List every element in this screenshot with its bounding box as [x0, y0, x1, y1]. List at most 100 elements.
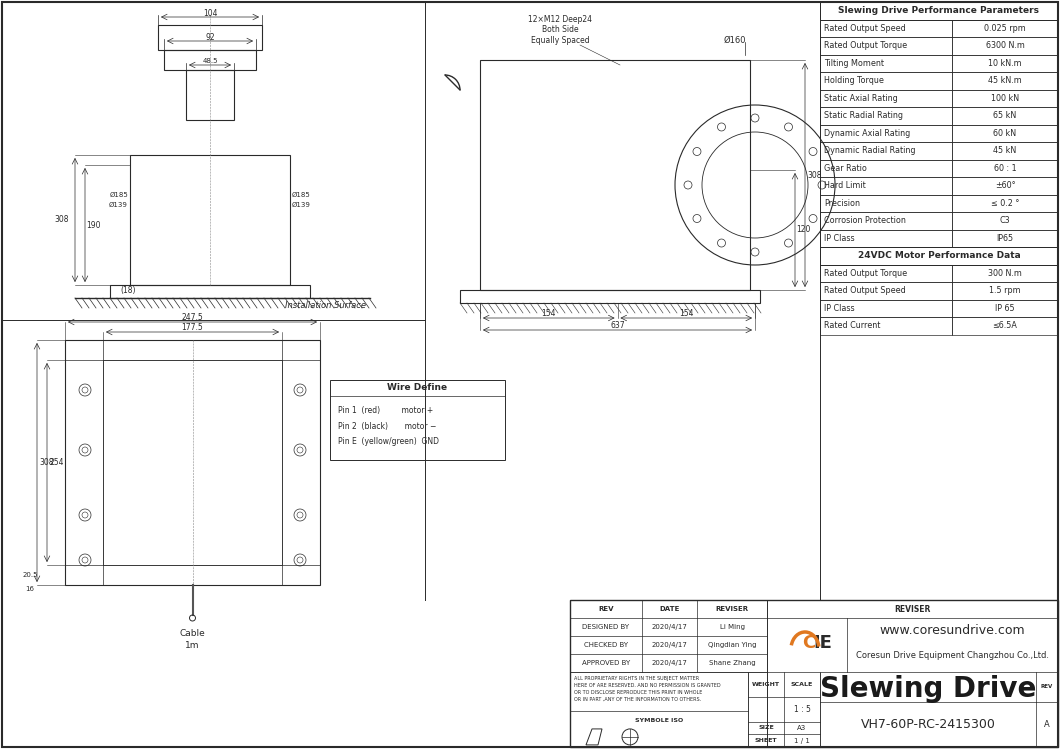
Text: 45 kN: 45 kN	[993, 146, 1017, 155]
Text: Static Radial Rating: Static Radial Rating	[824, 112, 903, 121]
Text: Ø185: Ø185	[109, 192, 128, 198]
Text: 2020/4/17: 2020/4/17	[652, 624, 688, 630]
Text: Li Ming: Li Ming	[720, 624, 744, 630]
Text: A: A	[1044, 720, 1049, 729]
Bar	[570, 600, 1058, 747]
Text: 1m: 1m	[186, 640, 199, 649]
Bar	[460, 290, 760, 303]
Bar	[164, 50, 257, 70]
Bar	[952, 300, 1058, 317]
Text: IP Class: IP Class	[824, 234, 854, 243]
Text: Ø139: Ø139	[292, 202, 311, 208]
Text: 1.5 rpm: 1.5 rpm	[989, 286, 1021, 295]
Text: 45 kN.m: 45 kN.m	[988, 76, 1022, 85]
Bar	[952, 282, 1058, 300]
Text: Rated Current: Rated Current	[824, 321, 881, 330]
Text: Rated Output Torque: Rated Output Torque	[824, 269, 907, 278]
Bar	[820, 195, 952, 212]
Text: 12×M12 Deep24
Both Side
Equally Spaced: 12×M12 Deep24 Both Side Equally Spaced	[528, 15, 591, 45]
Bar	[130, 155, 290, 285]
Bar	[110, 285, 310, 298]
Text: 16: 16	[25, 586, 35, 592]
Bar	[952, 142, 1058, 160]
Bar	[158, 25, 262, 50]
Text: Ø139: Ø139	[109, 202, 128, 208]
Text: Pin 1  (red)         motor +: Pin 1 (red) motor +	[338, 405, 434, 414]
Bar	[952, 195, 1058, 212]
Bar	[952, 107, 1058, 124]
Text: Ø185: Ø185	[292, 192, 311, 198]
Text: 2020/4/17: 2020/4/17	[652, 660, 688, 666]
Text: REVISER: REVISER	[895, 604, 931, 613]
Text: Dynamic Radial Rating: Dynamic Radial Rating	[824, 146, 916, 155]
Bar	[820, 107, 952, 124]
Text: Corrosion Protection: Corrosion Protection	[824, 216, 906, 225]
Text: 24VDC Motor Performance Data: 24VDC Motor Performance Data	[858, 251, 1021, 260]
Text: Holding Torque: Holding Torque	[824, 76, 884, 85]
Text: 1 : 5: 1 : 5	[794, 705, 811, 714]
Bar	[820, 72, 952, 89]
Text: 65 kN: 65 kN	[993, 112, 1017, 121]
Text: 1 / 1: 1 / 1	[794, 738, 810, 744]
Text: CHECKED BY: CHECKED BY	[584, 642, 629, 648]
Bar	[952, 55, 1058, 72]
Bar	[820, 37, 952, 55]
Text: 308: 308	[55, 216, 69, 225]
Text: A3: A3	[797, 725, 807, 731]
Text: 2020/4/17: 2020/4/17	[652, 642, 688, 648]
Text: Precision: Precision	[824, 198, 860, 207]
Text: 60 : 1: 60 : 1	[993, 164, 1017, 173]
Text: 154: 154	[679, 309, 693, 318]
Text: www.coresundrive.com: www.coresundrive.com	[880, 623, 1025, 637]
Text: 120: 120	[796, 225, 810, 234]
Text: Pin 2  (black)       motor −: Pin 2 (black) motor −	[338, 422, 437, 431]
Text: 60 kN: 60 kN	[993, 129, 1017, 138]
Text: APPROVED BY: APPROVED BY	[582, 660, 630, 666]
Bar	[952, 124, 1058, 142]
Bar	[820, 247, 1058, 264]
Text: SIZE: SIZE	[758, 725, 774, 730]
Bar	[820, 282, 952, 300]
Bar	[820, 142, 952, 160]
Bar	[952, 19, 1058, 37]
Bar	[480, 60, 750, 290]
Text: 104: 104	[202, 8, 217, 17]
Text: Installation Surface: Installation Surface	[285, 302, 366, 311]
Bar	[820, 317, 952, 335]
Text: DATE: DATE	[659, 606, 679, 612]
Text: Shane Zhang: Shane Zhang	[709, 660, 756, 666]
Text: SHEET: SHEET	[755, 738, 777, 743]
Text: C: C	[802, 634, 815, 652]
Text: REV: REV	[598, 606, 614, 612]
Text: Qingdian Ying: Qingdian Ying	[708, 642, 756, 648]
Bar	[103, 360, 282, 565]
Text: REVISER: REVISER	[716, 606, 748, 612]
Bar	[820, 160, 952, 177]
Text: 10 kN.m: 10 kN.m	[988, 58, 1022, 67]
Bar	[820, 124, 952, 142]
Text: HERE OF ARE RESERVED. AND NO PERMISSION IS GRANTED: HERE OF ARE RESERVED. AND NO PERMISSION …	[575, 683, 721, 688]
Bar	[952, 229, 1058, 247]
Text: Gear Ratio: Gear Ratio	[824, 164, 867, 173]
Text: Coresun Drive Equipment Changzhou Co.,Ltd.: Coresun Drive Equipment Changzhou Co.,Lt…	[856, 652, 1049, 661]
Bar	[570, 672, 748, 747]
Text: 6300 N.m: 6300 N.m	[986, 41, 1024, 50]
Text: ≤ 0.2 °: ≤ 0.2 °	[991, 198, 1019, 207]
Text: 154: 154	[542, 309, 556, 318]
Text: 637: 637	[611, 321, 624, 330]
Text: 48.5: 48.5	[202, 58, 217, 64]
Bar	[952, 72, 1058, 89]
Text: 20.5: 20.5	[22, 572, 38, 578]
Text: Tilting Moment: Tilting Moment	[824, 58, 884, 67]
Text: 308: 308	[40, 458, 54, 467]
Bar	[820, 177, 952, 195]
Text: WEIGHT: WEIGHT	[752, 682, 780, 687]
Bar	[820, 19, 952, 37]
Text: 300 N.m: 300 N.m	[988, 269, 1022, 278]
Text: IP Class: IP Class	[824, 304, 854, 313]
Text: Wire Define: Wire Define	[388, 383, 447, 392]
Bar	[820, 229, 952, 247]
Bar	[186, 70, 234, 120]
Text: SYMBOLE ISO: SYMBOLE ISO	[635, 718, 683, 723]
Text: 190: 190	[86, 220, 101, 229]
